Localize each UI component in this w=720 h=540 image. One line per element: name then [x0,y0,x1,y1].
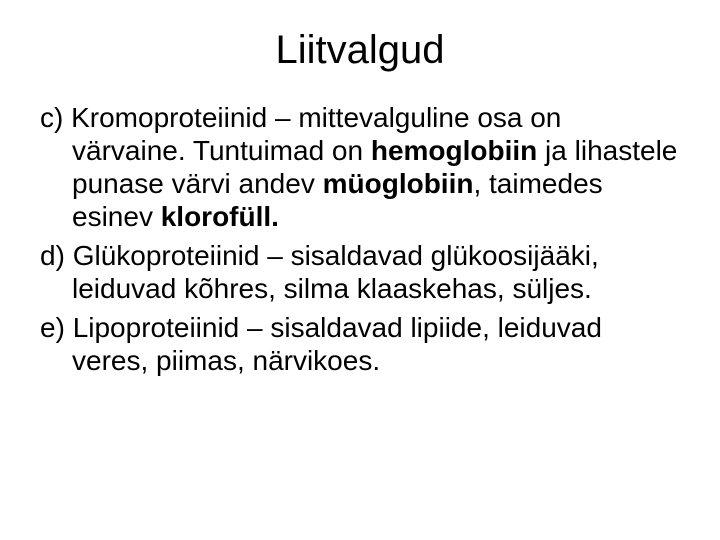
text-c-bold3: klorofüll. [161,201,279,232]
marker-e: e) [40,312,73,343]
text-d: Glükoproteiinid – sisaldavad glükoosijää… [72,240,599,304]
slide-body: c) Kromoproteiinid – mittevalguline osa … [40,101,680,377]
slide: Liitvalgud c) Kromoproteiinid – mitteval… [0,0,720,540]
list-item-e: e) Lipoproteiinid – sisaldavad lipiide, … [40,311,680,377]
text-c-bold2: müoglobiin [323,168,474,199]
list-item-c: c) Kromoproteiinid – mittevalguline osa … [40,101,680,233]
text-e: Lipoproteiinid – sisaldavad lipiide, lei… [72,312,602,376]
text-c-bold1: hemoglobiin [371,135,537,166]
marker-d: d) [40,240,73,271]
list-item-d: d) Glükoproteiinid – sisaldavad glükoosi… [40,239,680,305]
slide-title: Liitvalgud [40,28,680,73]
marker-c: c) [40,102,71,133]
